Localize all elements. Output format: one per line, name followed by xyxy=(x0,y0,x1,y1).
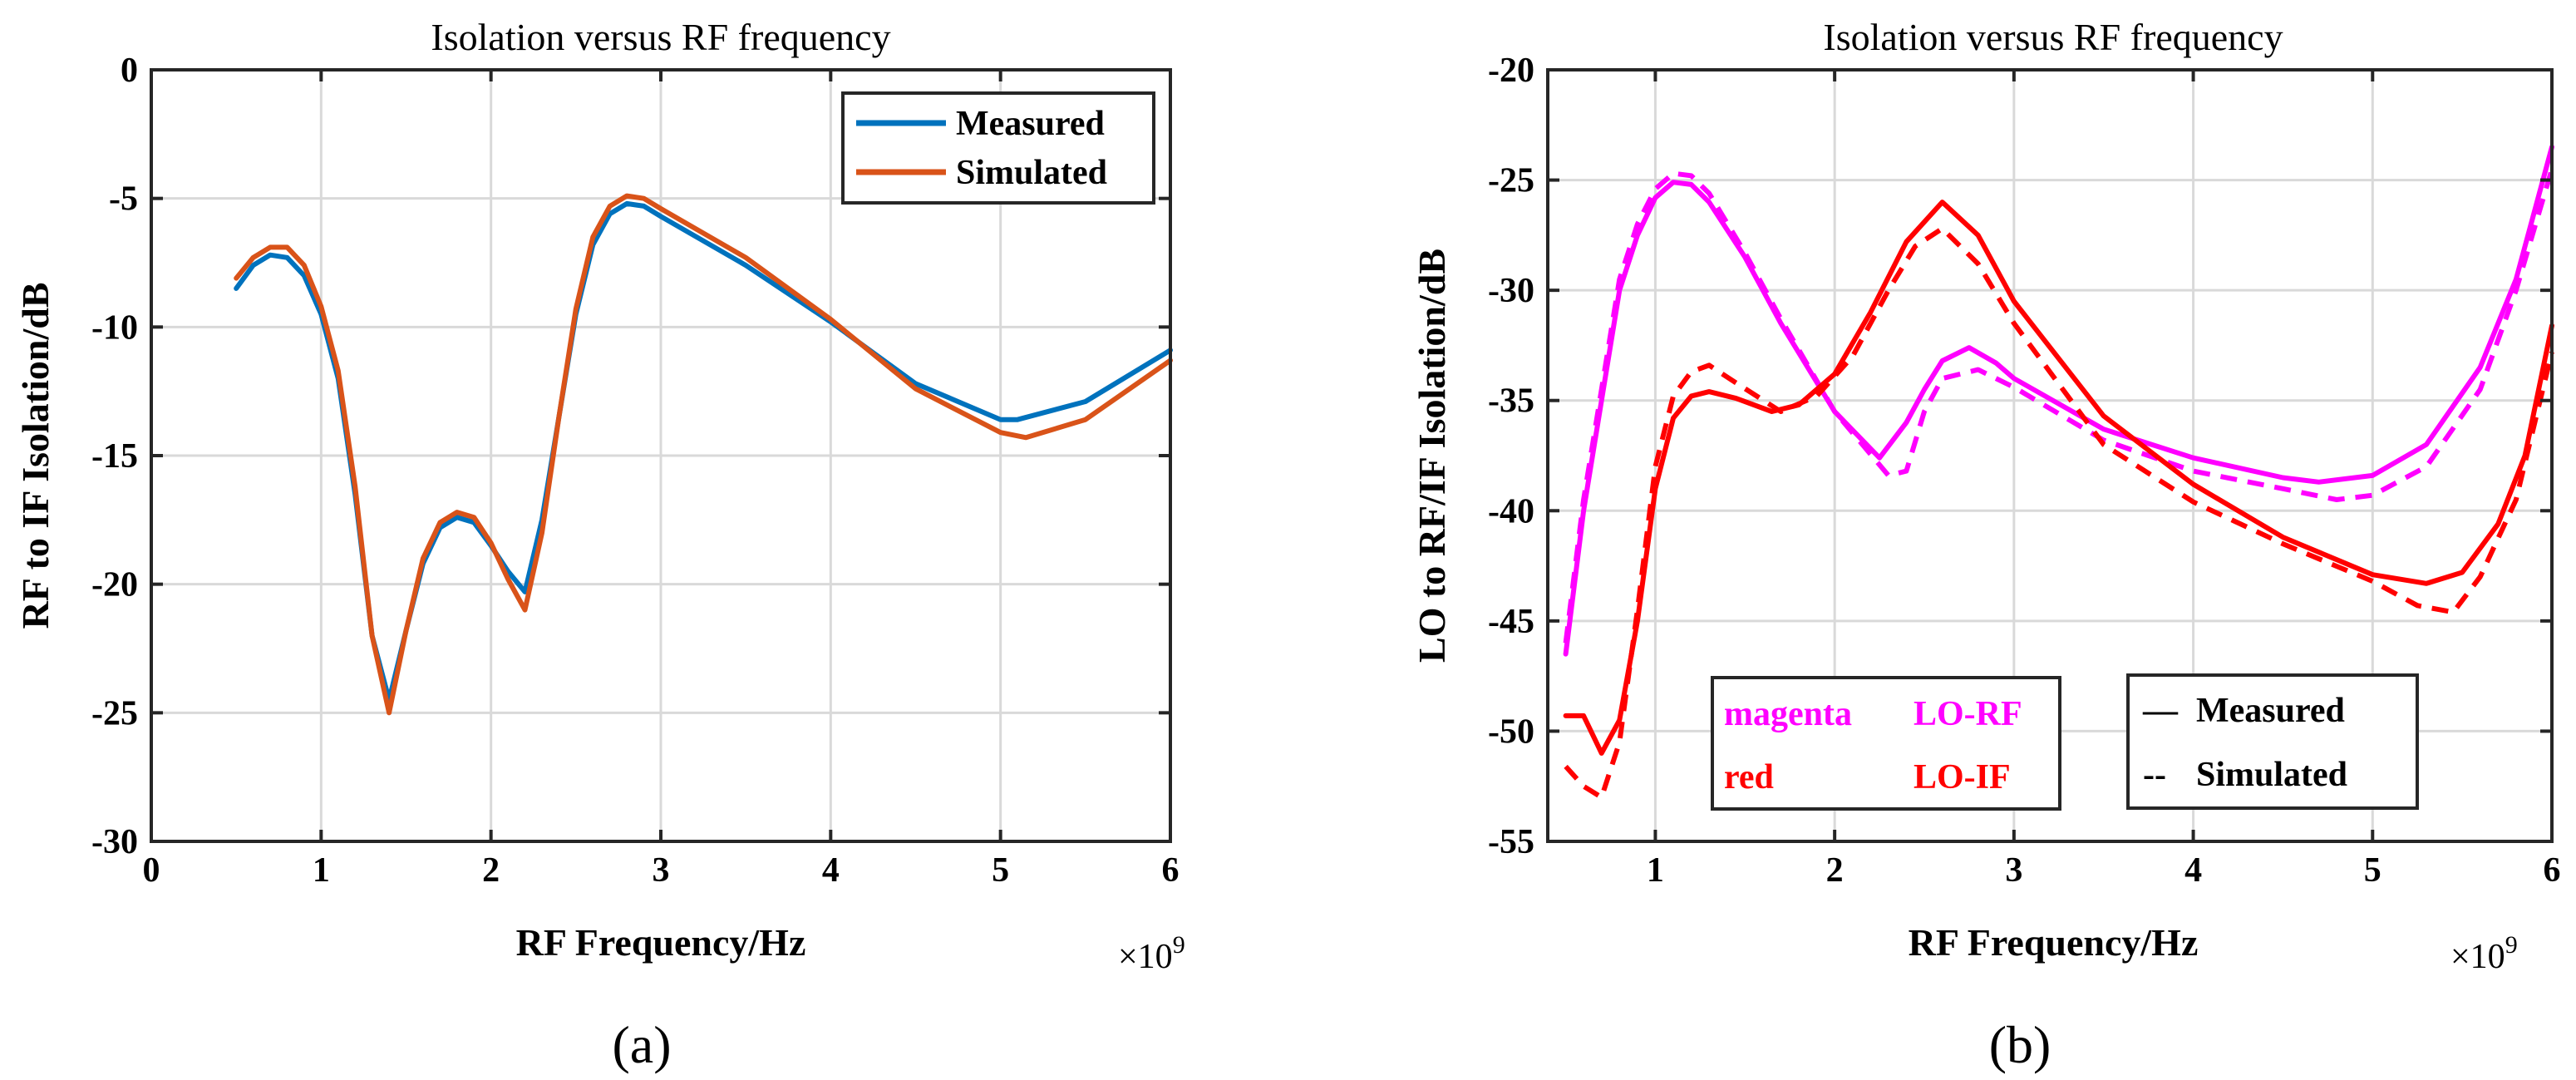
panel-b-y-tick-label: -25 xyxy=(1488,162,1534,200)
panel-b-y-tick-label: -55 xyxy=(1488,823,1534,861)
panel-a-y-tick-label: -10 xyxy=(91,308,138,347)
panel-b-axes-frame xyxy=(1546,68,2554,843)
panel-b-y-tick-label: -20 xyxy=(1488,52,1534,90)
panel-a-x-tick-label: 1 xyxy=(313,851,330,890)
panel-a-y-tick-label: -5 xyxy=(109,180,138,219)
panel-b-y-tick-label: -45 xyxy=(1488,603,1534,641)
panel-b-y-axis-label: LO to RF/IF Isolation/dB xyxy=(1411,249,1453,663)
panel-a-x-multiplier-base: ×10 xyxy=(1118,938,1173,976)
panel-b-y-tick-label: -35 xyxy=(1488,382,1534,421)
panel-a-x-tick-label: 5 xyxy=(992,851,1009,890)
panel-b: 1 2 3 4 5 6 -55 -50 -45 -40 -35 -30 -25 -20 Isolation… xyxy=(1411,16,2561,1074)
panel-b-title: Isolation versus RF frequency xyxy=(1823,16,2283,58)
panel-a-y-tick-label: -25 xyxy=(91,694,138,732)
panel-b-series-lo-if-measured xyxy=(1563,200,2554,756)
panel-a-x-tick-label: 0 xyxy=(143,851,160,890)
panel-a-legend-measured-label: Measured xyxy=(956,105,1105,143)
panel-a-series-simulated xyxy=(234,193,1173,716)
panel-b-x-axis-label: RF Frequency/Hz xyxy=(1909,921,2199,964)
panel-a-x-tick-label: 4 xyxy=(822,851,840,890)
panel-b-y-tick-label: -50 xyxy=(1488,713,1534,751)
panel-b-x-multiplier-exponent: 9 xyxy=(2505,931,2518,959)
panel-b-x-tick-label: 2 xyxy=(1826,851,1844,890)
panel-b-x-multiplier: ×109 xyxy=(2450,931,2518,976)
panel-b-x-tick-label: 3 xyxy=(2005,851,2022,890)
panel-a-x-multiplier-exponent: 9 xyxy=(1173,931,1185,959)
panel-a-ticks: 0 1 2 3 4 5 6 -30 -25 -20 -15 -10 -5 0 xyxy=(91,52,1180,890)
panel-a-legend-simulated-label: Simulated xyxy=(956,154,1107,192)
panel-a-x-axis-label: RF Frequency/Hz xyxy=(516,921,806,964)
panel-b-color-legend-row2-label: LO-IF xyxy=(1914,758,2011,796)
panel-b-color-legend-row2-color: red xyxy=(1724,758,1774,796)
panel-a-legend: Measured Simulated xyxy=(841,91,1155,205)
panel-b-x-tick-label: 6 xyxy=(2544,851,2561,890)
panel-a-y-tick-label: -30 xyxy=(91,823,138,861)
panel-a-x-multiplier: ×109 xyxy=(1118,931,1185,976)
panel-b-ticks: 1 2 3 4 5 6 -55 -50 -45 -40 -35 -30 -25 -20 xyxy=(1488,52,2561,890)
panel-b-style-legend-box xyxy=(2126,673,2419,810)
panel-b-color-legend-row1-label: LO-RF xyxy=(1914,695,2022,733)
panel-b-series-lo-if-simulated xyxy=(1564,225,2554,800)
panel-a-legend-box xyxy=(841,91,1155,205)
panel-b-series-lo-rf-measured xyxy=(1563,144,2554,657)
panel-a-title: Isolation versus RF frequency xyxy=(431,16,890,58)
panel-b-style-legend: — Measured -- Simulated xyxy=(2126,673,2419,810)
panel-a-lines xyxy=(234,193,1173,716)
panel-a-y-tick-label: -20 xyxy=(91,566,138,604)
panel-b-color-legend-row1-color: magenta xyxy=(1724,695,1852,733)
panel-b-color-legend: magenta LO-RF red LO-IF xyxy=(1711,676,2061,811)
panel-b-color-legend-box xyxy=(1711,676,2061,811)
panel-b-x-tick-label: 4 xyxy=(2184,851,2202,890)
panel-b-x-tick-label: 1 xyxy=(1647,851,1664,890)
panel-b-y-tick-label: -40 xyxy=(1488,492,1534,530)
panel-b-style-legend-solid-symbol: — xyxy=(2142,692,2179,730)
panel-a-y-tick-label: -15 xyxy=(91,437,138,476)
panel-b-y-tick-label: -30 xyxy=(1488,272,1534,310)
panel-b-series-lo-rf-simulated xyxy=(1563,168,2554,644)
panel-b-caption: (b) xyxy=(1989,1015,2051,1074)
panel-a: 0 1 2 3 4 5 6 -30 -25 -20 -15 -10 -5 0 Isolation vers… xyxy=(14,16,1185,1074)
panel-a-x-tick-label: 3 xyxy=(653,851,670,890)
panel-b-lines xyxy=(1563,144,2554,800)
panel-a-y-axis-label: RF to IF Isolation/dB xyxy=(14,282,57,629)
panel-b-x-tick-label: 5 xyxy=(2364,851,2381,890)
panel-b-x-multiplier-base: ×10 xyxy=(2450,938,2505,976)
panel-b-style-legend-measured-label: Measured xyxy=(2196,692,2345,730)
panel-a-x-tick-label: 6 xyxy=(1162,851,1180,890)
panel-b-style-legend-simulated-label: Simulated xyxy=(2196,756,2347,794)
panel-a-x-tick-label: 2 xyxy=(482,851,500,890)
panel-b-style-legend-dashed-symbol: -- xyxy=(2143,756,2166,794)
panel-a-y-tick-label: 0 xyxy=(121,52,138,90)
panel-a-caption: (a) xyxy=(612,1015,671,1074)
